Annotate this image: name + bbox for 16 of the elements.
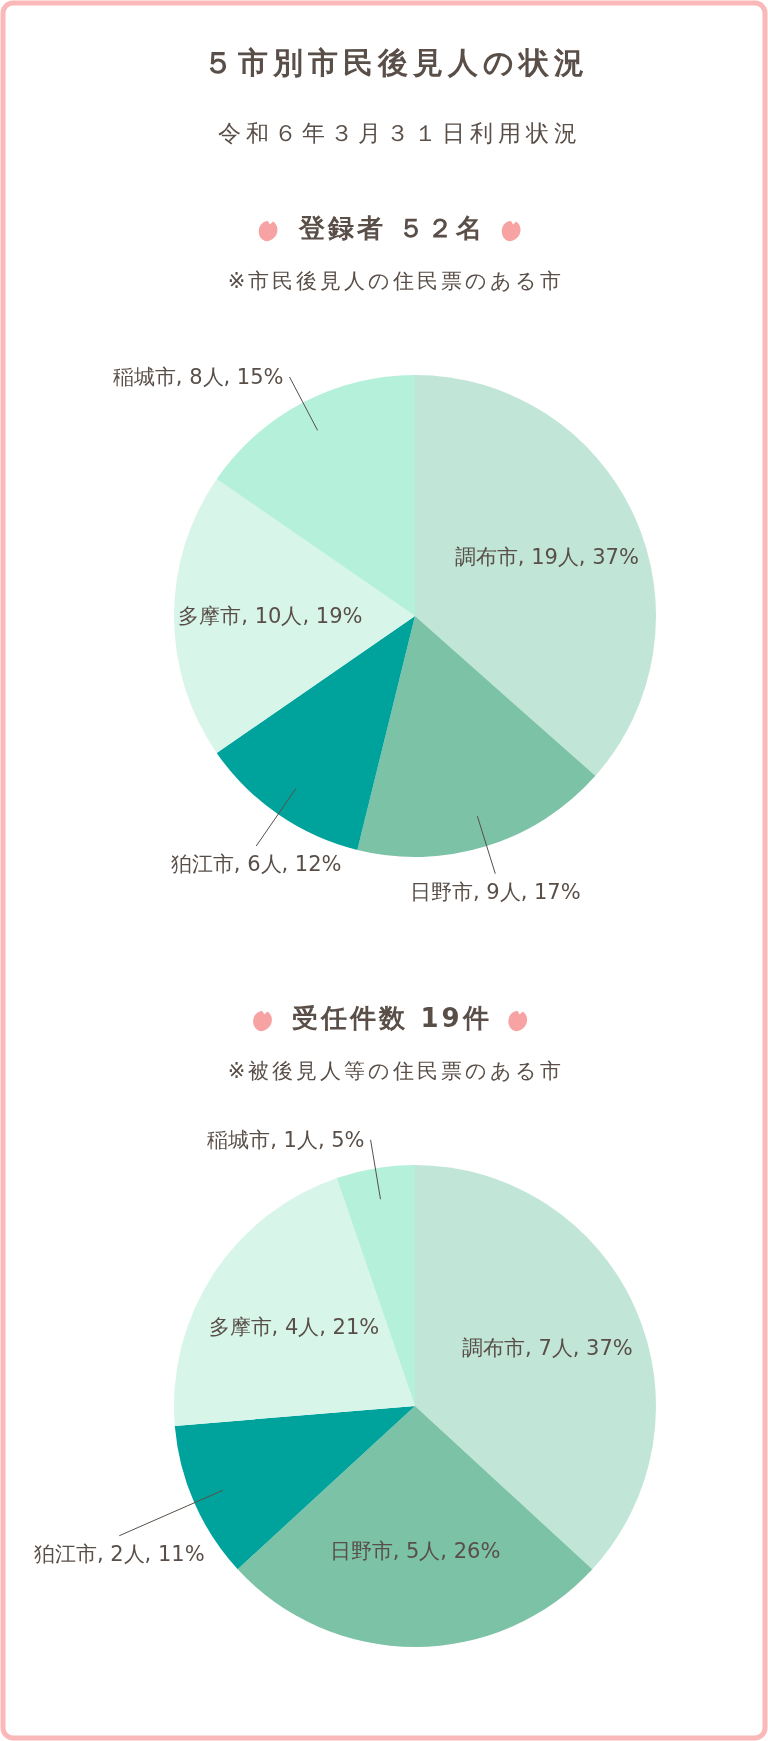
slice-label: 狛江市, 6人, 12% bbox=[170, 852, 342, 877]
chart-subtitle: ※被後見人等の住民票のある市 bbox=[227, 1059, 565, 1083]
slice-label: 調布市, 19人, 37% bbox=[454, 544, 639, 569]
chart-title: 登録者 ５２名 bbox=[297, 213, 486, 243]
slice-label: 稲城市, 1人, 5% bbox=[207, 1127, 365, 1152]
slice-label: 稲城市, 8人, 15% bbox=[112, 365, 284, 389]
chart-subtitle: ※市民後見人の住民票のある市 bbox=[227, 269, 565, 293]
slice-label: 日野市, 9人, 17% bbox=[409, 879, 581, 904]
slice-label: 多摩市, 10人, 19% bbox=[178, 604, 363, 628]
text: 令和６年３月３１日利用状況 bbox=[218, 120, 582, 146]
chart-title: 受任件数 19件 bbox=[292, 1003, 492, 1033]
slice-label: 調布市, 7人, 37% bbox=[462, 1335, 633, 1360]
slice-label: 狛江市, 2人, 11% bbox=[33, 1541, 205, 1566]
text: ５市別市民後見人の状況 bbox=[203, 44, 589, 80]
slice-label: 日野市, 5人, 26% bbox=[329, 1538, 501, 1563]
slice-label: 多摩市, 4人, 21% bbox=[208, 1314, 380, 1339]
